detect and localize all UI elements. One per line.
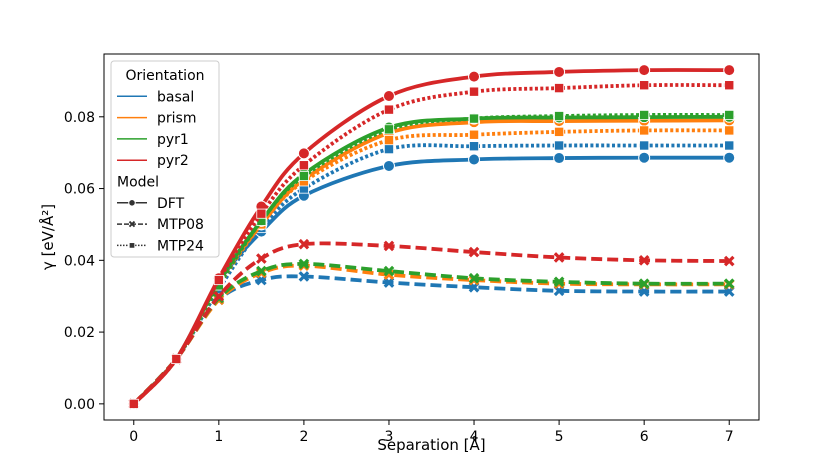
- data-point-pyr2-mtp08-7: [553, 252, 565, 263]
- data-point-prism-mtp24-9: [724, 125, 735, 136]
- data-point-prism-mtp24-8: [639, 125, 650, 136]
- data-point-pyr1-mtp08-3: [256, 265, 267, 277]
- data-point-basal-mtp24-5: [383, 144, 394, 155]
- data-point-pyr2-mtp24-6: [469, 86, 480, 97]
- series-line-basal-mtp08: [132, 274, 730, 406]
- x-tick-label: 7: [725, 429, 734, 445]
- data-point-basal-mtp24-8: [639, 140, 650, 151]
- data-point-pyr1-mtp08-7: [553, 276, 565, 288]
- data-point-pyr2-mtp08-3: [256, 253, 267, 264]
- x-tick-label: 1: [214, 429, 223, 445]
- data-point-pyr2-mtp08-4: [298, 238, 310, 250]
- data-point-pyr1-mtp24-7: [554, 111, 565, 122]
- legend-label-mtp08: MTP08: [157, 217, 204, 233]
- x-tick-label: 0: [129, 429, 138, 445]
- data-point-pyr2-dft-9: [723, 64, 736, 77]
- data-point-pyr2-mtp24-7: [554, 83, 565, 94]
- series-line-pyr2-dft: [132, 68, 730, 406]
- series-line-pyr2-mtp24: [132, 83, 730, 406]
- data-point-pyr2-mtp24-5: [383, 104, 394, 115]
- legend-title-model: Model: [117, 175, 159, 191]
- data-point-basal-mtp08-4: [298, 271, 310, 282]
- legend-marker-dft: [128, 199, 136, 207]
- data-point-pyr1-mtp24-4: [298, 170, 309, 181]
- data-point-pyr1-mtp24-6: [469, 113, 480, 124]
- data-point-basal-dft-9: [723, 151, 736, 164]
- data-point-pyr2-mtp24-9: [724, 80, 735, 91]
- data-point-prism-mtp24-7: [554, 126, 565, 137]
- x-axis-label: Separation [Å]: [377, 435, 485, 454]
- data-point-basal-mtp24-6: [469, 141, 480, 152]
- data-point-pyr1-mtp08-5: [383, 265, 395, 277]
- data-point-pyr2-mtp08-6: [468, 246, 480, 258]
- y-axis-label: γ [eV/Å²]: [38, 204, 57, 270]
- data-point-pyr2-mtp24-2: [213, 275, 224, 286]
- data-point-pyr2-mtp08-2: [213, 290, 225, 302]
- x-tick-label: 3: [385, 429, 394, 445]
- data-point-pyr2-dft-8: [638, 64, 651, 77]
- x-tick-label: 2: [299, 429, 308, 445]
- data-point-pyr1-mtp08-4: [298, 258, 310, 270]
- plot-frame: [103, 53, 760, 421]
- data-point-pyr2-dft-7: [553, 65, 566, 78]
- data-point-basal-mtp24-7: [554, 140, 565, 151]
- data-point-pyr2-mtp08-8: [638, 254, 650, 266]
- data-point-pyr1-mtp24-5: [383, 124, 394, 135]
- x-tick-label: 5: [555, 429, 564, 445]
- data-point-pyr2-mtp24-8: [639, 80, 650, 91]
- data-point-pyr2-dft-4: [297, 147, 310, 160]
- data-point-pyr1-mtp08-6: [468, 272, 480, 284]
- data-point-pyr2-dft-5: [382, 89, 395, 102]
- legend-label-mtp24: MTP24: [157, 238, 204, 254]
- y-tick-label: 0.06: [64, 182, 95, 198]
- data-point-basal-mtp08-5: [383, 277, 395, 288]
- legend-label-pyr1: pyr1: [157, 132, 189, 148]
- legend-box: [110, 60, 220, 258]
- x-tick-label: 4: [470, 429, 479, 445]
- data-point-basal-mtp24-9: [724, 140, 735, 151]
- data-point-prism-mtp24-6: [469, 129, 480, 140]
- y-tick-label: 0.02: [64, 325, 95, 341]
- y-tick-label: 0.08: [64, 110, 95, 126]
- data-point-pyr1-mtp24-9: [724, 110, 735, 121]
- data-point-pyr1-mtp24-8: [639, 110, 650, 121]
- y-tick-label: 0.00: [64, 397, 95, 413]
- series-line-pyr1-mtp08: [132, 262, 730, 406]
- data-point-basal-dft-5: [382, 159, 395, 172]
- legend-marker-mtp24: [128, 242, 136, 249]
- legend-title-orientation: Orientation: [125, 68, 204, 84]
- data-point-pyr2-mtp24-3: [256, 208, 267, 219]
- data-point-pyr1-mtp08-8: [638, 278, 650, 289]
- series-line-pyr2-mtp08: [132, 241, 730, 406]
- data-point-prism-mtp24-5: [383, 135, 394, 146]
- legend-label-prism: prism: [157, 111, 196, 127]
- y-tick-label: 0.04: [64, 253, 95, 269]
- legend-label-basal: basal: [157, 89, 194, 105]
- data-point-basal-dft-6: [468, 153, 481, 166]
- data-point-pyr2-mtp08-9: [723, 255, 735, 267]
- data-point-pyr1-mtp08-9: [723, 278, 735, 289]
- data-point-pyr2-mtp24-4: [298, 160, 309, 171]
- data-point-pyr2-mtp24-1: [171, 353, 182, 364]
- data-point-basal-dft-8: [638, 151, 651, 164]
- legend-label-pyr2: pyr2: [157, 153, 189, 169]
- legend-marker-mtp08: [128, 220, 136, 228]
- data-point-pyr2-mtp08-5: [383, 240, 395, 252]
- series-line-basal-mtp24: [132, 143, 730, 406]
- legend-label-dft: DFT: [157, 196, 185, 212]
- data-point-pyr2-mtp24-0: [128, 398, 139, 409]
- x-tick-label: 6: [640, 429, 649, 445]
- data-point-pyr2-dft-6: [468, 70, 481, 83]
- data-point-basal-dft-7: [553, 152, 566, 165]
